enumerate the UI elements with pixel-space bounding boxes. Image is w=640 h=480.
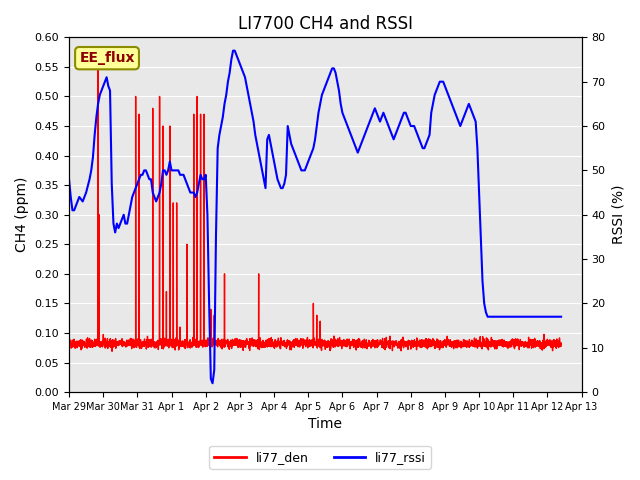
Title: LI7700 CH4 and RSSI: LI7700 CH4 and RSSI — [238, 15, 413, 33]
Legend: li77_den, li77_rssi: li77_den, li77_rssi — [209, 446, 431, 469]
X-axis label: Time: Time — [308, 418, 342, 432]
Y-axis label: RSSI (%): RSSI (%) — [611, 185, 625, 244]
Text: EE_flux: EE_flux — [79, 51, 135, 65]
Y-axis label: CH4 (ppm): CH4 (ppm) — [15, 177, 29, 252]
